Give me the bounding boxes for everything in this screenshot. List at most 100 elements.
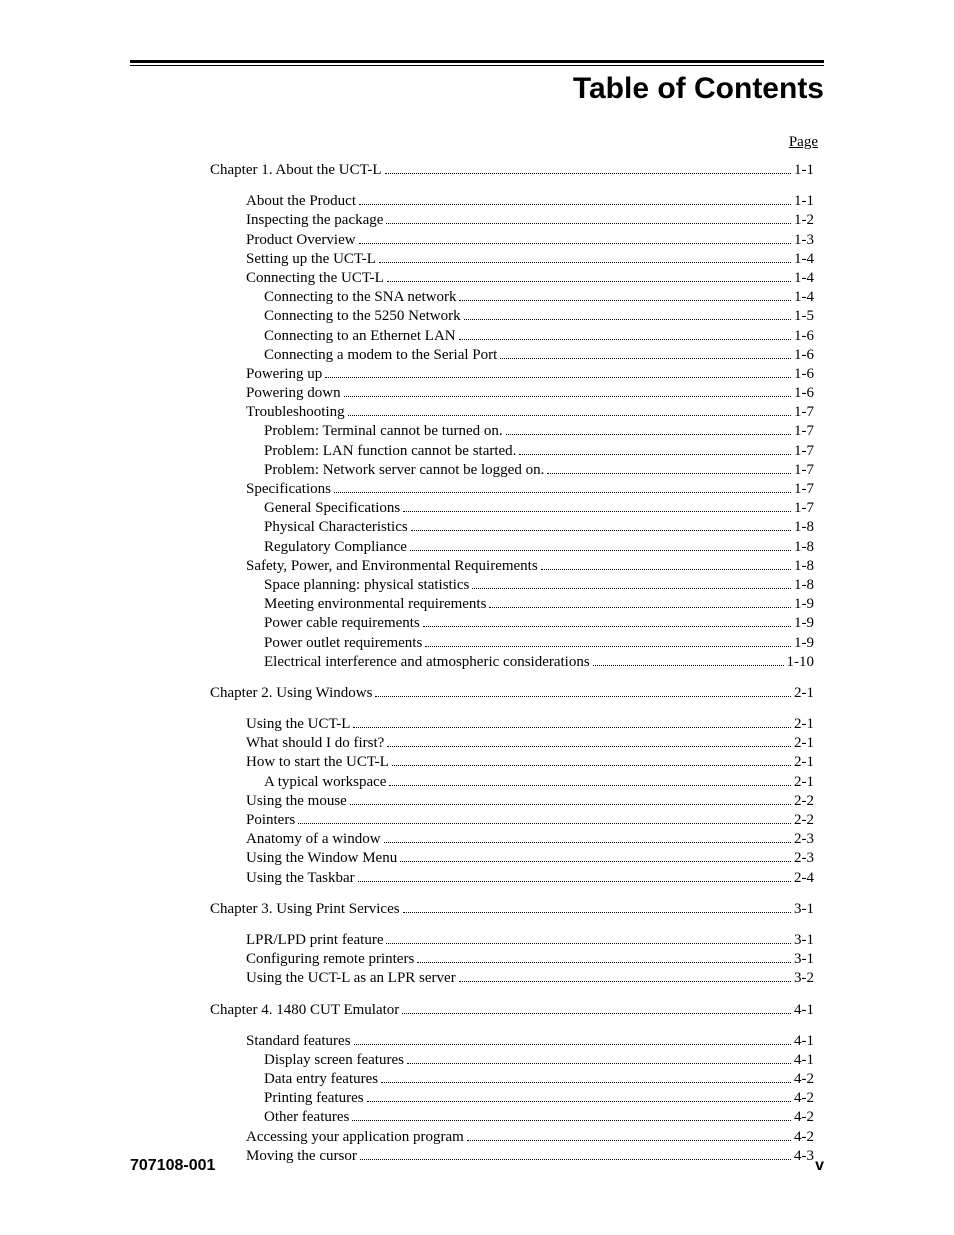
toc-line: Safety, Power, and Environmental Require…: [210, 557, 814, 576]
toc-line: Problem: Network server cannot be logged…: [210, 461, 814, 480]
toc-entry-page: 3-1: [794, 900, 814, 919]
toc-entry-page: 1-9: [794, 634, 814, 653]
toc-line: Data entry features 4-2: [210, 1070, 814, 1089]
toc-entry-page: 4-2: [794, 1089, 814, 1108]
toc-entry-page: 1-7: [794, 442, 814, 461]
toc-line: Chapter 4. 1480 CUT Emulator 4-1: [210, 1001, 814, 1020]
header-title: Table of Contents: [130, 72, 824, 106]
toc-leader-dots: [500, 358, 791, 359]
toc-entry-page: 2-1: [794, 715, 814, 734]
toc-line: Power cable requirements 1-9: [210, 614, 814, 633]
toc-entry-page: 4-2: [794, 1108, 814, 1127]
page-footer: 707108-001 v: [130, 1157, 824, 1175]
toc-entry-page: 1-8: [794, 576, 814, 595]
toc-entry-page: 2-1: [794, 734, 814, 753]
toc-entry-title: Data entry features: [264, 1070, 378, 1089]
toc-leader-dots: [593, 665, 784, 666]
toc-entry-page: 1-7: [794, 499, 814, 518]
toc-leader-dots: [350, 804, 791, 805]
toc-leader-dots: [386, 223, 791, 224]
toc-line: Space planning: physical statistics 1-8: [210, 576, 814, 595]
toc-entry-title: Anatomy of a window: [246, 830, 381, 849]
toc-leader-dots: [389, 785, 791, 786]
toc-entry-page: 3-2: [794, 969, 814, 988]
toc-entry-title: General Specifications: [264, 499, 400, 518]
toc-leader-dots: [547, 473, 791, 474]
toc-leader-dots: [334, 492, 791, 493]
toc-leader-dots: [367, 1101, 791, 1102]
toc-entry-title: Using the Window Menu: [246, 849, 397, 868]
toc-leader-dots: [402, 1013, 791, 1014]
toc-entry-page: 2-2: [794, 792, 814, 811]
toc-line: Configuring remote printers 3-1: [210, 950, 814, 969]
toc-line: About the Product 1-1: [210, 192, 814, 211]
toc-entry-page: 4-1: [794, 1032, 814, 1051]
toc-entry-title: About the Product: [246, 192, 356, 211]
toc-line: Powering up 1-6: [210, 365, 814, 384]
toc-entry-title: Using the Taskbar: [246, 869, 355, 888]
toc-line: What should I do first? 2-1: [210, 734, 814, 753]
toc-entry-title: Problem: Network server cannot be logged…: [264, 461, 544, 480]
toc-leader-dots: [298, 823, 791, 824]
toc-leader-dots: [359, 243, 791, 244]
toc-entry-title: Using the UCT-L: [246, 715, 350, 734]
page-container: Table of Contents Page Chapter 1. About …: [0, 0, 954, 1166]
toc-entry-title: Inspecting the package: [246, 211, 383, 230]
toc-leader-dots: [489, 607, 791, 608]
toc-line: Specifications 1-7: [210, 480, 814, 499]
toc-entry-page: 2-1: [794, 773, 814, 792]
toc-entry-page: 4-2: [794, 1128, 814, 1147]
toc-entry-page: 1-6: [794, 384, 814, 403]
toc-entry-page: 1-4: [794, 288, 814, 307]
toc-line: Chapter 1. About the UCT-L 1-1: [210, 161, 814, 180]
toc-entry-title: Printing features: [264, 1089, 364, 1108]
toc-entry-title: Configuring remote printers: [246, 950, 414, 969]
toc-entry-page: 1-4: [794, 269, 814, 288]
toc-leader-dots: [353, 727, 791, 728]
toc-entry-page: 1-6: [794, 346, 814, 365]
toc-leader-dots: [459, 300, 791, 301]
toc-line: Inspecting the package 1-2: [210, 211, 814, 230]
toc-entry-title: Chapter 4. 1480 CUT Emulator: [210, 1001, 399, 1020]
toc-entry-title: Space planning: physical statistics: [264, 576, 469, 595]
toc-line: General Specifications 1-7: [210, 499, 814, 518]
toc-entry-page: 4-1: [794, 1001, 814, 1020]
toc-entry-page: 3-1: [794, 950, 814, 969]
toc-line: Electrical interference and atmospheric …: [210, 653, 814, 672]
toc-entry-page: 1-3: [794, 231, 814, 250]
toc-entry-title: Connecting the UCT-L: [246, 269, 384, 288]
toc-entry-page: 1-6: [794, 365, 814, 384]
toc-leader-dots: [541, 569, 791, 570]
toc-entry-title: Setting up the UCT-L: [246, 250, 376, 269]
toc-line: A typical workspace 2-1: [210, 773, 814, 792]
toc-entry-title: Connecting to the 5250 Network: [264, 307, 461, 326]
toc-entry-page: 2-2: [794, 811, 814, 830]
toc-leader-dots: [423, 626, 791, 627]
toc-entry-page: 2-3: [794, 849, 814, 868]
toc-line: LPR/LPD print feature 3-1: [210, 931, 814, 950]
toc-entry-page: 1-7: [794, 422, 814, 441]
toc-entry-title: Power outlet requirements: [264, 634, 422, 653]
toc-entry-title: A typical workspace: [264, 773, 386, 792]
toc-line: Problem: LAN function cannot be started.…: [210, 442, 814, 461]
toc-entry-page: 1-10: [787, 653, 815, 672]
toc-entry-page: 3-1: [794, 931, 814, 950]
toc-entry-title: Standard features: [246, 1032, 351, 1051]
toc-leader-dots: [417, 962, 791, 963]
page-column-heading: Page: [130, 134, 824, 151]
chapter-spacer: [210, 1020, 814, 1032]
header-block: Table of Contents: [130, 65, 824, 106]
toc-entry-page: 1-9: [794, 595, 814, 614]
chapter-spacer: [210, 672, 814, 684]
toc-leader-dots: [400, 861, 791, 862]
toc-line: Meeting environmental requirements 1-9: [210, 595, 814, 614]
toc-leader-dots: [344, 396, 791, 397]
toc-leader-dots: [472, 588, 791, 589]
toc-entry-page: 1-5: [794, 307, 814, 326]
toc-leader-dots: [354, 1044, 791, 1045]
toc-entry-page: 1-9: [794, 614, 814, 633]
toc-line: Connecting to an Ethernet LAN 1-6: [210, 327, 814, 346]
footer-page-number: v: [815, 1157, 824, 1175]
toc-entry-title: How to start the UCT-L: [246, 753, 389, 772]
chapter-spacer: [210, 888, 814, 900]
